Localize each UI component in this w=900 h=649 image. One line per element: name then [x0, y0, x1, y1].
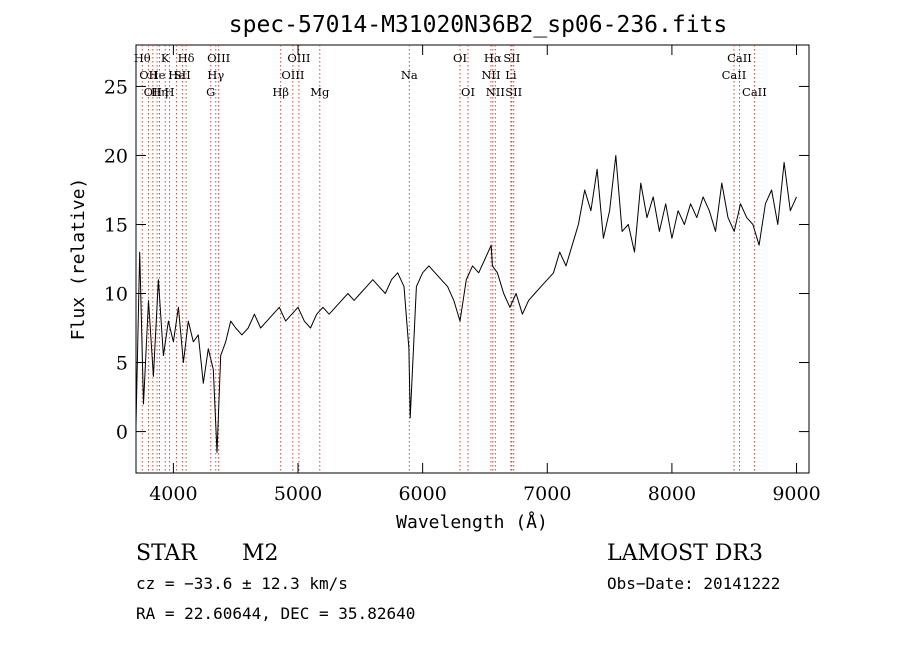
x-tick-label-0: 4000 [149, 483, 197, 505]
coordinates: RA = 22.60644, DEC = 35.82640 [136, 604, 415, 623]
line-marker-label-28: CaII [742, 85, 767, 99]
line-marker-label-24: SII [503, 51, 520, 65]
spectrum-line-0 [135, 155, 797, 453]
line-marker-label-25: SII [505, 85, 522, 99]
line-marker-label-17: Na [401, 68, 418, 82]
line-marker-label-7: He [168, 68, 185, 82]
line-marker-label-2: OII [144, 85, 163, 99]
chart-title: spec-57014-M31020N36B2_sp06-236.fits [229, 12, 728, 38]
line-marker-label-18: OI [453, 51, 467, 65]
line-marker-label-21: Hα [484, 51, 502, 65]
line-marker-label-23: Li [505, 68, 517, 82]
line-marker-label-13: Hβ [272, 85, 289, 99]
obs-date: Obs−Date: 20141222 [607, 574, 780, 593]
plot-frame [135, 44, 810, 474]
line-marker-label-20: NII [481, 68, 500, 82]
y-axis-label: Flux (relative) [68, 178, 89, 341]
y-tick-label-4: 20 [104, 145, 128, 167]
line-marker-label-14: OIII [281, 68, 304, 82]
line-marker-label-11: Hγ [207, 68, 224, 82]
x-tick-label-5: 9000 [772, 483, 820, 505]
line-marker-label-16: Mg [310, 85, 330, 99]
object-subclass: M2 [242, 541, 279, 566]
y-tick-label-0: 0 [116, 422, 128, 444]
line-marker-label-26: CaII [722, 68, 747, 82]
x-tick-label-2: 6000 [398, 483, 446, 505]
x-tick-label-4: 8000 [648, 483, 696, 505]
y-tick-label-3: 15 [104, 214, 128, 236]
line-marker-label-22: NII [486, 85, 505, 99]
x-axis-label: Wavelength (Å) [396, 511, 548, 533]
y-tick-label-2: 10 [104, 284, 128, 306]
x-tick-label-1: 5000 [274, 483, 322, 505]
axis-ticks: 4000 5000 6000 7000 8000 9000 0 5 10 15 20 25 [104, 45, 821, 505]
line-marker-label-15: OIII [287, 51, 310, 65]
line-marker-label-19: OI [461, 85, 475, 99]
line-marker-group: HθOIIOIIHeHηKHHeSIIHδGHγOIIIHβOIIIOIIIMg… [134, 45, 767, 473]
line-marker-label-12: OIII [207, 51, 230, 65]
line-marker-label-5: K [161, 51, 170, 65]
line-marker-label-0: Hθ [134, 51, 151, 65]
line-marker-label-6: H [165, 85, 175, 99]
redshift-value: cz = −33.6 ± 12.3 km/s [136, 574, 348, 593]
line-marker-label-9: Hδ [178, 51, 195, 65]
line-marker-label-10: G [206, 85, 215, 99]
y-tick-label-1: 5 [116, 353, 128, 375]
line-marker-label-4: Hη [151, 85, 168, 99]
series-group [135, 155, 797, 453]
x-tick-label-3: 7000 [523, 483, 571, 505]
line-marker-label-3: He [149, 68, 166, 82]
line-marker-label-27: CaII [727, 51, 752, 65]
line-marker-label-8: SII [174, 68, 191, 82]
y-tick-label-5: 25 [104, 76, 128, 98]
survey-name: LAMOST DR3 [607, 541, 763, 566]
object-class: STAR [136, 541, 198, 566]
